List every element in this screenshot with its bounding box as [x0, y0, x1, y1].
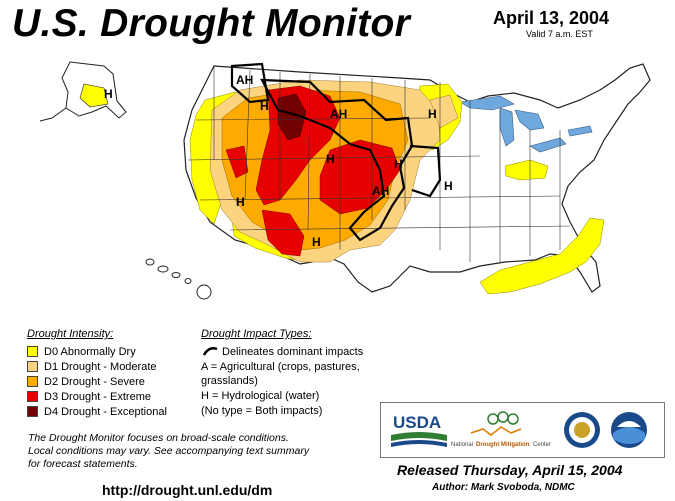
svg-text:Drought Mitigation: Drought Mitigation [476, 442, 530, 448]
label-h-nebraska: H [394, 157, 403, 171]
website-url[interactable]: http://drought.unl.edu/dm [102, 482, 273, 498]
impact-line-0: Delineates dominant impacts [222, 346, 364, 358]
label-h-alaska: H [104, 87, 113, 101]
ndmc-logo: National Drought Mitigation Center [451, 411, 551, 448]
impact-heading: Drought Impact Types: [201, 328, 312, 340]
legend-item-d2: D2 Drought - Severe [27, 375, 145, 388]
delineation-line-icon [203, 347, 218, 356]
legend-label-d3: D3 Drought - Extreme [44, 390, 151, 403]
legend-item-d1: D1 Drought - Moderate [27, 360, 157, 373]
intensity-heading: Drought Intensity: [27, 328, 114, 340]
label-ah-dakota: AH [330, 107, 347, 121]
logo-strip: USDA National Drought Mitigation Center [391, 411, 647, 448]
swatch-d3 [27, 391, 38, 402]
hawaii [145, 258, 212, 300]
label-h-newmexico: H [312, 235, 321, 249]
legend-label-d0: D0 Abnormally Dry [44, 345, 136, 358]
label-h-minnesota: H [428, 107, 437, 121]
impact-line-4: (No type = Both impacts) [201, 405, 323, 417]
label-h-missouri: H [444, 179, 453, 193]
note-line-1: Local conditions may vary. See accompany… [28, 445, 310, 457]
svg-text:USDA: USDA [393, 413, 441, 432]
svg-text:National: National [451, 442, 473, 448]
swatch-d2 [27, 376, 38, 387]
impact-delineation-lines [230, 62, 442, 242]
swatch-d1 [27, 361, 38, 372]
us-drought-map: H AH H AH H H H AH H H H [39, 61, 651, 300]
release-date: Released Thursday, April 15, 2004 [397, 462, 623, 478]
legend-label-d1: D1 Drought - Moderate [44, 360, 157, 373]
label-h-nevada: H [236, 195, 245, 209]
d4-exceptional [277, 93, 307, 141]
legend-label-d2: D2 Drought - Severe [44, 375, 145, 388]
noaa-logo [611, 412, 647, 448]
usda-logo: USDA [391, 413, 447, 447]
great-lakes [459, 95, 593, 153]
impact-line-1: A = Agricultural (crops, pastures, [201, 361, 360, 373]
author: Author: Mark Svoboda, NDMC [432, 482, 575, 493]
svg-text:Center: Center [533, 442, 551, 448]
legend-label-d4: D4 Drought - Exceptional [44, 405, 167, 418]
disclaimer-note: The Drought Monitor focuses on broad-sca… [28, 432, 358, 471]
label-ah-montana: AH [236, 73, 253, 87]
swatch-d0 [27, 346, 38, 357]
label-h-idaho: H [260, 99, 269, 113]
state-boundaries [187, 66, 571, 262]
label-h-wyoming: H [326, 152, 335, 166]
swatch-d4 [27, 406, 38, 417]
impact-line-3: H = Hydrological (water) [201, 390, 320, 402]
legend-item-d4: D4 Drought - Exceptional [27, 405, 167, 418]
legend-item-d0: D0 Abnormally Dry [27, 345, 136, 358]
map-date: April 13, 2004 [493, 8, 610, 28]
legend-item-d3: D3 Drought - Extreme [27, 390, 151, 403]
note-line-2: for forecast statements. [28, 458, 138, 470]
label-ah-kansas: AH [372, 184, 389, 198]
map-title: U.S. Drought Monitor [12, 2, 411, 45]
impact-line-2: grasslands) [201, 375, 258, 387]
note-line-0: The Drought Monitor focuses on broad-sca… [28, 432, 289, 444]
commerce-seal [564, 412, 600, 448]
alaska [39, 61, 127, 122]
valid-time: Valid 7 a.m. EST [526, 29, 593, 39]
impact-labels: H AH H AH H H H AH H H H [104, 73, 453, 249]
partner-logos: USDA National Drought Mitigation Center [380, 402, 665, 458]
